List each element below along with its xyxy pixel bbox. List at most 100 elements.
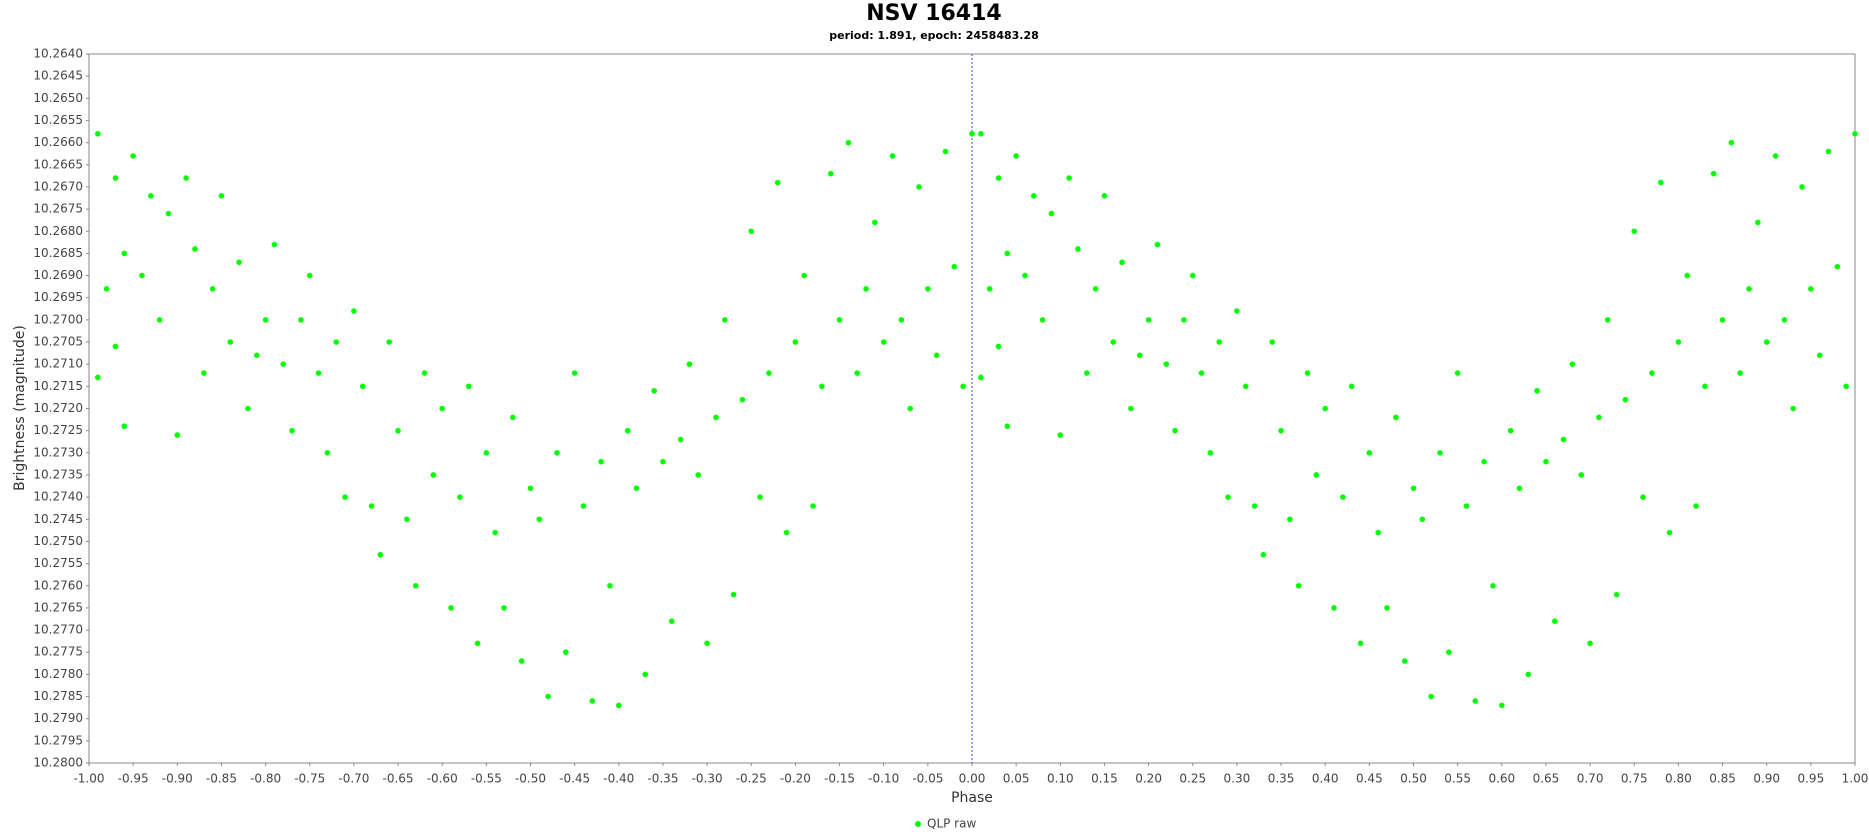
data-point — [1251, 503, 1258, 509]
data-point — [1834, 263, 1841, 270]
data-point — [1207, 450, 1214, 456]
data-point — [1852, 130, 1858, 137]
y-tick-label: 10.2740 — [33, 490, 83, 504]
x-axis-label: Phase — [951, 790, 993, 806]
y-tick-label: 10.2645 — [33, 69, 83, 83]
data-point — [465, 383, 472, 390]
y-tick-label: 10.2785 — [33, 689, 83, 703]
data-point — [130, 153, 136, 159]
x-tick-label: -0.50 — [515, 772, 546, 786]
data-point — [174, 432, 181, 438]
data-point — [315, 370, 322, 376]
data-point — [721, 317, 728, 323]
data-point — [1083, 370, 1090, 376]
data-point — [95, 374, 101, 381]
data-point — [121, 423, 128, 430]
y-tick-label: 10.2685 — [33, 246, 83, 260]
data-point — [501, 605, 507, 611]
x-tick-label: -1.00 — [73, 772, 104, 786]
data-point — [1039, 317, 1046, 323]
x-tick-label: 0.55 — [1444, 772, 1471, 786]
data-point — [342, 494, 348, 500]
data-point — [1004, 250, 1011, 257]
data-point — [1375, 529, 1381, 536]
data-point — [607, 582, 613, 589]
x-tick-label: -0.40 — [603, 772, 634, 786]
data-point — [218, 193, 225, 199]
data-point — [1110, 339, 1117, 345]
data-point — [333, 339, 340, 345]
data-point — [1799, 184, 1805, 190]
y-tick-label: 10.2665 — [33, 157, 83, 171]
data-point — [1437, 450, 1443, 456]
x-tick-label: 0.40 — [1312, 772, 1339, 786]
data-point — [1331, 605, 1337, 611]
data-point — [121, 250, 128, 257]
x-tick-label: -0.10 — [868, 772, 899, 786]
data-point — [156, 317, 163, 323]
data-point — [439, 405, 446, 412]
data-point — [660, 458, 666, 465]
data-point — [880, 339, 887, 345]
data-point — [280, 361, 287, 367]
data-point — [1737, 370, 1744, 376]
data-point — [1198, 370, 1205, 376]
y-tick-label: 10.2800 — [33, 756, 83, 770]
data-point — [1216, 339, 1223, 345]
data-point — [1472, 698, 1479, 704]
data-point — [695, 472, 702, 478]
x-tick-label: -0.85 — [206, 772, 237, 786]
data-point — [421, 370, 428, 376]
data-point — [1569, 361, 1576, 367]
x-tick-label: -0.90 — [162, 772, 193, 786]
data-point — [1154, 241, 1161, 248]
data-point — [1119, 259, 1125, 266]
data-point — [368, 503, 375, 509]
x-tick-label: -0.35 — [647, 772, 678, 786]
y-tick-label: 10.2770 — [33, 623, 83, 637]
y-axis-label: Brightness (magnitude) — [12, 325, 28, 491]
data-point — [624, 427, 631, 434]
data-point — [1543, 458, 1549, 465]
data-point — [836, 317, 843, 323]
y-tick-label: 10.2660 — [33, 135, 83, 149]
data-point — [571, 370, 578, 376]
data-point — [1702, 383, 1708, 390]
data-point — [536, 516, 543, 523]
data-point — [1004, 423, 1011, 430]
data-point — [1640, 494, 1646, 500]
x-tick-label: -0.95 — [118, 772, 149, 786]
y-tick-label: 10.2750 — [33, 534, 83, 548]
data-point — [951, 263, 958, 270]
data-point — [942, 148, 949, 155]
data-point — [1534, 387, 1540, 394]
chart-title: NSV 16414 — [866, 1, 1001, 26]
data-point — [324, 450, 331, 456]
x-tick-label: -0.15 — [824, 772, 855, 786]
data-point — [739, 396, 746, 403]
x-tick-label: 0.10 — [1047, 772, 1074, 786]
data-point — [863, 286, 869, 292]
data-point — [686, 361, 693, 367]
data-point — [1234, 308, 1240, 314]
y-tick-label: 10.2690 — [33, 268, 83, 282]
data-point — [395, 427, 401, 434]
y-tick-label: 10.2730 — [33, 445, 83, 459]
y-tick-label: 10.2695 — [33, 290, 83, 304]
y-tick-label: 10.2725 — [33, 423, 83, 437]
data-point — [986, 286, 993, 292]
data-point — [1446, 649, 1452, 656]
data-point — [148, 193, 154, 199]
data-point — [1631, 228, 1638, 235]
data-point — [1136, 352, 1143, 359]
data-point — [474, 640, 481, 647]
y-tick-label: 10.2650 — [33, 91, 83, 105]
data-point — [1419, 516, 1426, 523]
x-tick-label: -0.75 — [294, 772, 325, 786]
data-point — [527, 485, 534, 492]
y-tick-label: 10.2765 — [33, 600, 83, 614]
data-point — [1693, 503, 1699, 509]
data-point — [1463, 503, 1470, 509]
data-point — [1181, 317, 1187, 323]
data-point — [1322, 405, 1328, 412]
